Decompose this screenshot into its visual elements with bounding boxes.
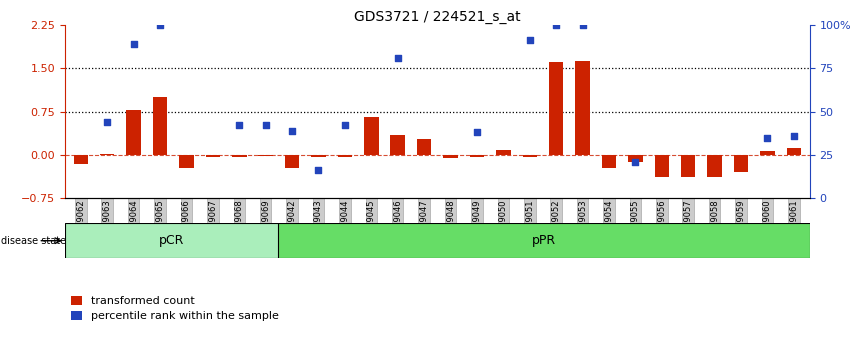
Bar [179,155,194,167]
Point [523,38,537,43]
Bar [205,155,220,156]
Text: pPR: pPR [532,234,556,247]
Point [338,122,352,128]
Point [470,130,484,135]
Bar [760,151,775,155]
Bar [496,150,511,155]
Point [232,122,246,128]
Point [259,122,273,128]
Bar [338,155,352,156]
Bar [232,155,247,156]
Point [576,22,590,28]
Bar [443,155,458,158]
Bar [278,223,810,258]
Point [100,119,114,125]
Point [760,135,774,140]
Point [549,22,563,28]
Point [312,168,326,173]
Point [787,133,801,139]
Legend: transformed count, percentile rank within the sample: transformed count, percentile rank withi… [70,296,278,321]
Bar [602,155,617,167]
Bar [152,97,167,155]
Bar [126,110,141,155]
Point [629,159,643,165]
Bar [258,155,273,156]
Point [285,128,299,133]
Bar [522,155,537,156]
Bar [285,155,300,167]
Bar [391,135,405,155]
Bar [681,155,695,177]
Bar [549,62,564,155]
Text: pCR: pCR [158,234,184,247]
Bar [74,155,88,164]
Point [126,41,140,47]
Text: disease state: disease state [1,236,66,246]
Bar [575,61,590,155]
Bar [469,155,484,156]
Bar [417,139,431,155]
Point [153,22,167,28]
Bar [100,154,114,155]
Bar [734,155,748,172]
Point [391,55,404,61]
Bar [311,155,326,156]
Bar [786,148,801,155]
Bar [65,223,278,258]
Title: GDS3721 / 224521_s_at: GDS3721 / 224521_s_at [354,10,520,24]
Bar [628,155,643,162]
Bar [364,117,378,155]
Bar [655,155,669,177]
Bar [708,155,722,177]
